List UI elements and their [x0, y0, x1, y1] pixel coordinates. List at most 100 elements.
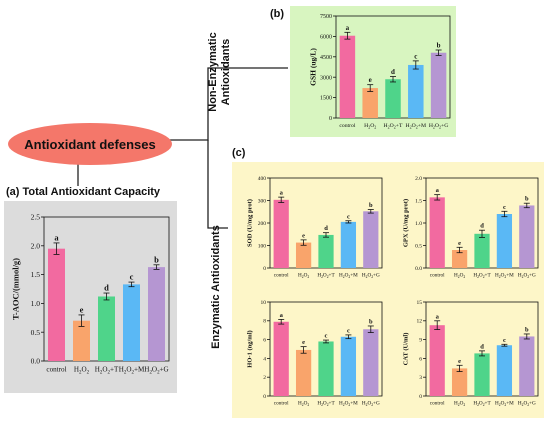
ho1-x-tick-label-1: H2O2: [298, 401, 309, 408]
gsh-significance-letter-1: e: [369, 76, 372, 84]
taoc-y-tick-label-5: 2.5: [31, 213, 41, 222]
gpx-y-tick-label-3: 1.5: [415, 198, 422, 204]
sod-bar-1: [295, 242, 312, 268]
gsh-x-tick-label-2: H2O2+T: [384, 123, 403, 130]
ho1-y-tick-label-5: 10: [261, 300, 267, 306]
gsh-y-tick-label-5: 7500: [320, 14, 332, 20]
ho1-significance-letter-3: c: [347, 327, 350, 334]
taoc-bar-3: [123, 284, 140, 361]
ho1-bar-0: [273, 321, 289, 396]
cat-y-tick-label-3: 9: [419, 338, 422, 344]
cat-y-tick-label-2: 6: [419, 356, 422, 362]
taoc-y-tick-label-4: 2.0: [31, 241, 41, 250]
ho1-bar-3: [340, 336, 357, 396]
sod-y-tick-label-3: 300: [258, 198, 267, 204]
gpx-significance-letter-4: b: [525, 196, 529, 203]
sod-bar-4: [363, 211, 379, 268]
gsh-y-tick-label-4: 6000: [320, 35, 332, 41]
section-b-label-line1: Non-Enzymatic: [207, 32, 219, 112]
cat-y-tick-label-1: 3: [419, 375, 422, 381]
cat-y-tick-label-0: 0: [419, 394, 422, 400]
cat-significance-letter-0: a: [436, 313, 440, 320]
gsh-y-tick-label-0: 0: [329, 116, 332, 122]
section-b-label-line2: Antioxidants: [220, 38, 232, 106]
sod-bar-3: [340, 221, 357, 268]
gsh-significance-letter-0: a: [346, 24, 350, 32]
gpx-y-axis-label: GPX (U/mg prot): [402, 199, 409, 247]
ho1-bar-1: [295, 349, 312, 396]
cat-x-tick-label-3: H2O2+M: [495, 401, 514, 408]
section-a-title: Total Antioxidant Capacity: [22, 186, 161, 198]
taoc-x-tick-label-2: H2O2+T: [95, 366, 119, 376]
panel-c: 0 100 200 300 400 SOD (U/mg prot) a control e H2O…: [232, 162, 544, 418]
chart-cat: 0 3 6 9 12 15 CAT (U/ml) a control e H2O2 d H2O2+T c H…: [402, 300, 539, 408]
sod-y-tick-label-0: 0: [263, 266, 266, 272]
cat-bar-2: [474, 353, 490, 396]
cat-significance-letter-3: c: [503, 337, 506, 344]
sod-significance-letter-4: b: [369, 202, 373, 209]
cat-significance-letter-4: b: [525, 326, 529, 333]
section-a-tag: (a): [6, 186, 20, 198]
taoc-x-tick-label-4: H2O2+G: [144, 366, 168, 376]
ho1-significance-letter-4: b: [369, 318, 373, 325]
ho1-x-tick-label-4: H2O2+G: [362, 401, 380, 408]
ho1-significance-letter-1: e: [302, 339, 305, 346]
chart-taoc: 0.0 0.5 1.0 1.5 2.0 2.5 T-AOC/(mmol/g) a control…: [11, 213, 170, 376]
sod-significance-letter-3: c: [347, 213, 350, 220]
sod-significance-letter-1: e: [302, 232, 305, 239]
gsh-x-tick-label-0: control: [339, 123, 356, 129]
gpx-y-tick-label-1: 0.5: [415, 243, 422, 249]
cat-y-axis-label: CAT (U/ml): [402, 333, 409, 366]
taoc-bar-2: [98, 296, 115, 361]
taoc-y-tick-label-2: 1.0: [31, 299, 41, 308]
gsh-x-tick-label-4: H2O2+G: [429, 123, 449, 130]
sod-x-tick-label-1: H2O2: [298, 273, 309, 280]
gpx-bar-2: [474, 233, 490, 268]
sod-significance-letter-0: a: [280, 190, 284, 197]
gpx-significance-letter-0: a: [436, 187, 440, 194]
ho1-y-tick-label-3: 6: [263, 338, 266, 344]
gpx-y-tick-label-0: 0.0: [415, 266, 422, 272]
gsh-significance-letter-2: d: [391, 68, 395, 76]
gpx-x-tick-label-0: control: [430, 273, 445, 279]
gpx-bar-0: [429, 197, 445, 268]
cat-y-tick-label-5: 15: [417, 300, 423, 306]
gsh-significance-letter-3: c: [414, 52, 417, 60]
gpx-y-tick-label-2: 1.0: [415, 221, 422, 227]
sod-y-tick-label-1: 100: [258, 243, 267, 249]
cat-bar-0: [429, 325, 445, 396]
gsh-bar-2: [385, 79, 401, 118]
chart-gpx: 0.0 0.5 1.0 1.5 2.0 GPX (U/mg prot) a control e H…: [402, 176, 539, 280]
panel-a: 0.0 0.5 1.0 1.5 2.0 2.5 T-AOC/(mmol/g) a control…: [4, 201, 177, 393]
taoc-significance-letter-1: e: [80, 304, 84, 314]
gpx-x-tick-label-4: H2O2+G: [518, 273, 536, 280]
sod-bar-2: [318, 234, 334, 268]
gsh-bar-3: [408, 64, 424, 118]
ho1-bar-4: [363, 329, 379, 396]
gpx-significance-letter-2: d: [480, 223, 484, 230]
panel-b: 0 1500 3000 4500 6000 7500 GSH (ug/L) a control e…: [290, 6, 456, 137]
gpx-bar-1: [451, 250, 468, 268]
section-c-tag: (c): [232, 147, 246, 159]
taoc-bar-0: [48, 248, 65, 361]
taoc-y-tick-label-1: 0.5: [31, 328, 41, 337]
sod-x-tick-label-2: H2O2+T: [317, 273, 335, 280]
sod-x-tick-label-0: control: [274, 273, 289, 279]
taoc-x-tick-label-1: H2O2: [74, 366, 90, 376]
sod-significance-letter-2: d: [324, 225, 328, 232]
ho1-x-tick-label-0: control: [274, 401, 289, 407]
cat-x-tick-label-1: H2O2: [454, 401, 465, 408]
sod-y-tick-label-2: 200: [258, 221, 267, 227]
cat-x-tick-label-0: control: [430, 401, 445, 407]
gpx-x-tick-label-2: H2O2+T: [473, 273, 491, 280]
sod-x-tick-label-3: H2O2+M: [339, 273, 358, 280]
sod-x-tick-label-4: H2O2+G: [362, 273, 380, 280]
cat-significance-letter-2: d: [480, 343, 484, 350]
taoc-x-tick-label-3: H2O2+M: [119, 366, 145, 376]
taoc-significance-letter-3: c: [130, 272, 134, 282]
cat-y-tick-label-4: 12: [417, 319, 423, 325]
gsh-bar-0: [339, 35, 356, 118]
ho1-x-tick-label-2: H2O2+T: [317, 401, 335, 408]
section-a-heading: (a) Total Antioxidant Capacity: [6, 186, 160, 198]
gpx-bar-4: [519, 205, 535, 268]
